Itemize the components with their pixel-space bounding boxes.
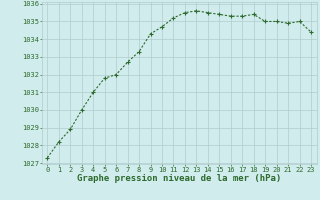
X-axis label: Graphe pression niveau de la mer (hPa): Graphe pression niveau de la mer (hPa) — [77, 174, 281, 183]
